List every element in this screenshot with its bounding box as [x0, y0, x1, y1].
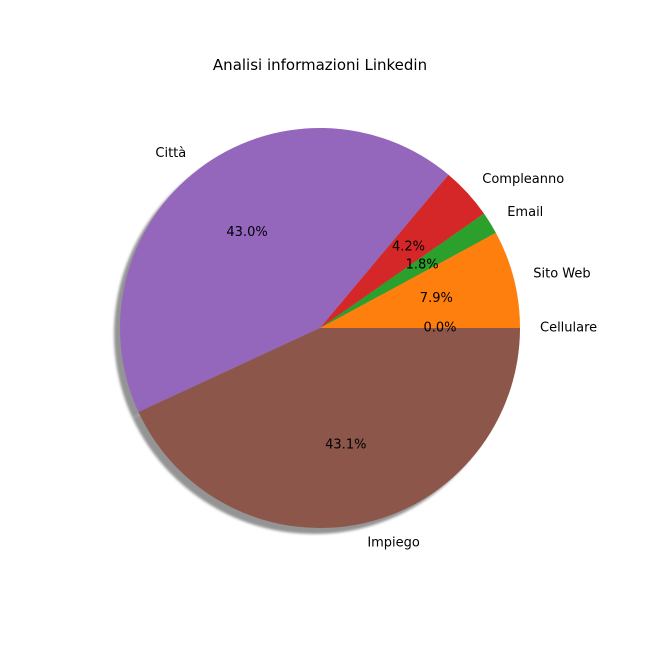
percent-label-cellulare: 0.0%: [423, 321, 456, 336]
percent-label-impiego: 43.1%: [325, 438, 366, 453]
pie-slices: [120, 128, 520, 528]
percent-label-sito-web: 7.9%: [420, 291, 453, 306]
slice-label-cellulare: Cellulare: [540, 321, 597, 336]
slice-label-sito-web: Sito Web: [533, 266, 590, 281]
percent-label-email: 1.8%: [406, 257, 439, 272]
percent-labels: 0.0% 7.9% 1.8% 4.2% 43.0% 43.1%: [226, 225, 456, 452]
slice-label-email: Email: [507, 205, 543, 220]
percent-label-citta: 43.0%: [226, 225, 267, 240]
slice-impiego: [138, 328, 520, 528]
chart-title: Analisi informazioni Linkedin: [213, 56, 427, 74]
slice-label-impiego: Impiego: [367, 535, 420, 550]
slice-label-compleanno: Compleanno: [482, 172, 564, 187]
slice-compleanno: [320, 174, 484, 328]
slice-sito-web: [320, 232, 520, 328]
slice-labels: Cellulare Sito Web Email Compleanno Città Imp…: [155, 146, 597, 551]
percent-label-compleanno: 4.2%: [392, 239, 425, 254]
slice-label-citta: Città: [155, 146, 186, 161]
slice-citta: [120, 128, 449, 413]
slice-email: [320, 213, 496, 328]
